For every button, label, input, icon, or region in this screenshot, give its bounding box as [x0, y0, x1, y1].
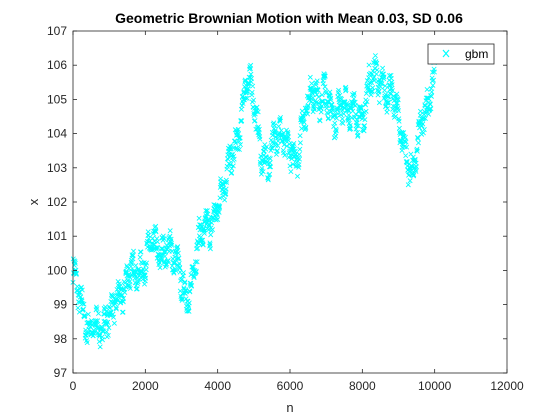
plot-area [73, 31, 507, 373]
y-tick-label: 103 [47, 161, 67, 175]
y-axis-label: x [26, 198, 41, 205]
x-tick-label: 6000 [277, 379, 304, 393]
x-axis-label: n [286, 400, 293, 415]
y-tick-label: 102 [47, 195, 67, 209]
x-tick-label: 0 [70, 379, 77, 393]
x-tick-label: 4000 [204, 379, 231, 393]
y-tick-labels: 97 98 99 100 101 102 103 104 105 106 107 [47, 24, 67, 380]
x-tick-label: 2000 [132, 379, 159, 393]
y-tick-label: 100 [47, 263, 67, 277]
y-tick-label: 98 [54, 332, 68, 346]
x-tick-label: 10000 [418, 379, 452, 393]
x-tick-labels: 0 2000 4000 6000 8000 10000 12000 [70, 379, 524, 393]
legend-label-gbm: gbm [465, 47, 488, 61]
chart-title: Geometric Brownian Motion with Mean 0.03… [115, 10, 463, 26]
x-tick-label: 8000 [349, 379, 376, 393]
y-tick-label: 106 [47, 58, 67, 72]
y-tick-label: 99 [54, 298, 68, 312]
y-tick-label: 101 [47, 229, 67, 243]
y-tick-label: 104 [47, 127, 67, 141]
x-tick-label: 12000 [490, 379, 524, 393]
y-tick-label: 107 [47, 24, 67, 38]
legend: gbm [428, 44, 494, 64]
y-tick-label: 105 [47, 92, 67, 106]
y-tick-label: 97 [54, 366, 68, 380]
